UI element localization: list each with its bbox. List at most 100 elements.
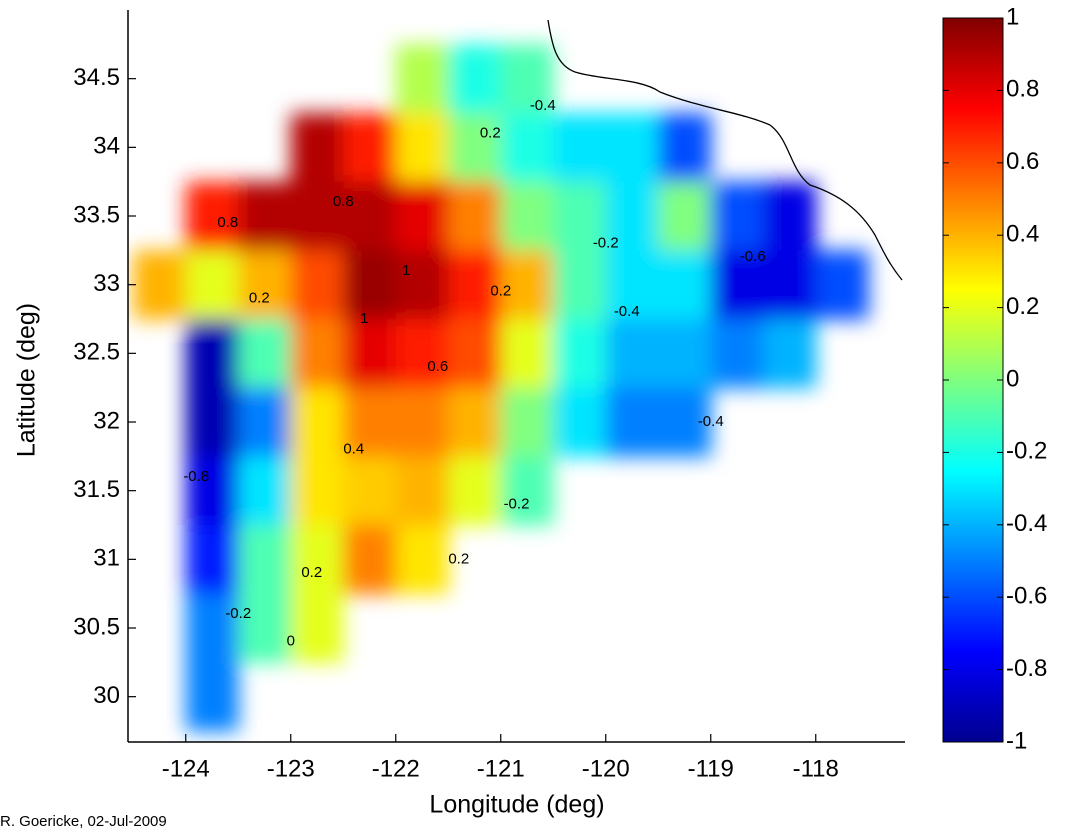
field-cell — [238, 387, 292, 457]
field-cell — [448, 319, 502, 389]
field-cell — [763, 319, 817, 389]
colorbar-tick-label: 1 — [1006, 3, 1019, 30]
y-tick-label: 33 — [93, 270, 120, 297]
x-tick-label: -118 — [793, 755, 839, 782]
field-cell — [343, 181, 397, 251]
contour-label: 0.6 — [427, 358, 448, 375]
field-cell — [290, 525, 344, 595]
field-cell — [185, 181, 239, 251]
y-tick-label: 31 — [93, 545, 120, 572]
contour-label: 0.2 — [249, 289, 270, 306]
colorbar-tick-label: -0.6 — [1006, 583, 1047, 610]
colorbar-tick-label: 0.2 — [1006, 293, 1039, 320]
field-cell — [605, 387, 659, 457]
field-cell — [605, 113, 659, 183]
x-tick-label: -123 — [267, 755, 315, 782]
field-cell — [395, 113, 449, 183]
y-tick-label: 34.5 — [73, 64, 120, 91]
field-cell — [290, 250, 344, 320]
field-cell — [605, 250, 659, 320]
field-cell — [448, 456, 502, 526]
field-cell — [185, 662, 239, 732]
field-cell — [815, 250, 869, 320]
contour-label: -0.8 — [183, 468, 209, 485]
field-cell — [395, 525, 449, 595]
contour-label: -0.2 — [504, 495, 530, 512]
field-cell — [553, 181, 607, 251]
field-cell — [185, 456, 239, 526]
field-cell — [658, 319, 712, 389]
credit: R. Goericke, 02-Jul-2009 — [0, 813, 167, 830]
field-cell — [290, 387, 344, 457]
field-cell — [290, 593, 344, 663]
field-cell — [238, 525, 292, 595]
contour-label: 0.2 — [301, 564, 322, 581]
contour-label: 0.2 — [480, 125, 501, 142]
contour-label: 0.8 — [217, 214, 238, 231]
y-tick-label: 31.5 — [73, 476, 120, 503]
field-cell — [343, 250, 397, 320]
field-cell — [710, 319, 764, 389]
contour-label: 0 — [287, 633, 295, 650]
overlay: 0.8 0.8 1 1 0.6 0.4 0.2 0.2 -0.8 0.2 0.2 -0.2 -0.2 0 -… — [183, 97, 765, 650]
field-cell — [238, 456, 292, 526]
field-cell — [343, 525, 397, 595]
x-tick-label: -120 — [582, 755, 630, 782]
y-tick-label: 34 — [93, 133, 120, 160]
field-cell — [500, 113, 554, 183]
y-axis-label: Latitude (deg) — [13, 303, 41, 457]
y-tick-label: 32 — [93, 407, 120, 434]
field-cell — [185, 387, 239, 457]
field-cell — [500, 44, 554, 114]
field-cell — [710, 181, 764, 251]
field-cell — [343, 319, 397, 389]
field-cell — [500, 250, 554, 320]
field-cell — [395, 250, 449, 320]
field-cell — [448, 250, 502, 320]
field-cell — [290, 181, 344, 251]
field-cell — [238, 319, 292, 389]
field-cell — [290, 319, 344, 389]
field-cell — [553, 113, 607, 183]
field-cell — [290, 456, 344, 526]
colorbar-tick-label: 0.8 — [1006, 76, 1039, 103]
colorbar-tick-label: -0.2 — [1006, 438, 1047, 465]
colorbar — [942, 17, 1004, 743]
field-cell — [343, 456, 397, 526]
field-cell — [290, 113, 344, 183]
colorbar-tick-label: 0.6 — [1006, 148, 1039, 175]
field-cell — [553, 387, 607, 457]
contour-label: -0.4 — [530, 97, 556, 114]
field-cell — [658, 387, 712, 457]
field-cell — [658, 181, 712, 251]
colorbar-tick-label: -0.8 — [1006, 655, 1047, 682]
y-tick-label: 30.5 — [73, 613, 120, 640]
field-cell — [763, 250, 817, 320]
field-cell — [395, 44, 449, 114]
field-cell — [133, 250, 187, 320]
contour-label: 1 — [360, 310, 368, 327]
field-cell — [763, 181, 817, 251]
colorbar-tick-label: 0 — [1006, 365, 1019, 392]
field-cell — [500, 181, 554, 251]
colorbar-tick-label: -0.4 — [1006, 510, 1047, 537]
field-cell — [185, 593, 239, 663]
y-tick-label: 33.5 — [73, 201, 120, 228]
field-cell — [238, 593, 292, 663]
field-cell — [500, 456, 554, 526]
field-cell — [395, 319, 449, 389]
field-cell — [185, 250, 239, 320]
contour-label: 1 — [402, 262, 410, 279]
contour-label: -0.2 — [225, 605, 251, 622]
field-cell — [710, 250, 764, 320]
field-cell — [448, 387, 502, 457]
contour-label: -0.6 — [740, 248, 766, 265]
contour-label: 0.4 — [343, 440, 364, 457]
y-tick-label: 32.5 — [73, 339, 120, 366]
contour-label: 0.8 — [333, 193, 354, 210]
colorbar-tick-label: -1 — [1006, 727, 1027, 754]
field-cell — [185, 525, 239, 595]
x-tick-label: -119 — [688, 755, 734, 782]
field-cell — [605, 319, 659, 389]
x-tick-label: -124 — [162, 755, 210, 782]
